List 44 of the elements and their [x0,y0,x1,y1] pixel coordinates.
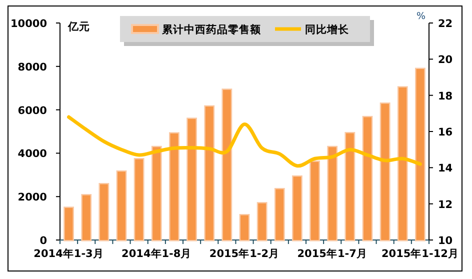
bar [256,202,268,242]
bar [222,88,232,242]
bar [151,146,162,242]
y2-tick-label: 22 [438,18,453,30]
bar [274,188,285,242]
bar [397,86,408,242]
y-tick-label: 4000 [18,148,47,160]
x-tick-label: 2015年1-12月 [381,247,459,260]
y2-tick-label: 18 [438,90,453,102]
bar [204,105,215,242]
legend-label: 同比增长 [305,23,350,36]
bar [415,68,426,242]
x-tick-label: 2015年1-2月 [209,247,280,260]
y2-tick-label: 14 [438,162,453,175]
y-tick-label: 2000 [18,192,47,204]
y2-axis-title: % [416,11,426,22]
bar [169,132,180,242]
bar [186,118,197,242]
y-tick-label: 0 [40,235,47,247]
y-tick-label: 10000 [10,18,47,30]
y-axis-title: 亿元 [67,21,90,33]
y2-tick-label: 20 [438,54,453,66]
bar [380,102,390,242]
y2-tick-label: 16 [438,126,453,138]
bar [327,146,338,242]
x-tick-label: 2014年1-3月 [34,247,104,260]
bar [64,206,74,242]
bar [292,175,302,242]
x-tick-label: 2014年1-8月 [122,247,192,260]
y-tick-label: 6000 [18,104,47,117]
y-tick-label: 8000 [18,61,47,74]
bar [362,116,373,242]
y2-tick-label: 10 [438,235,453,247]
bar [310,160,320,242]
y2-tick-label: 12 [438,198,453,211]
bar [81,194,92,242]
bar [116,170,127,242]
bar [134,158,144,242]
bar [344,132,356,242]
x-tick-label: 2015年1-7月 [297,247,368,260]
line-series [67,115,422,168]
bar [239,214,250,242]
legend-label: 累计中西药品零售额 [161,23,262,36]
bar [98,182,110,242]
